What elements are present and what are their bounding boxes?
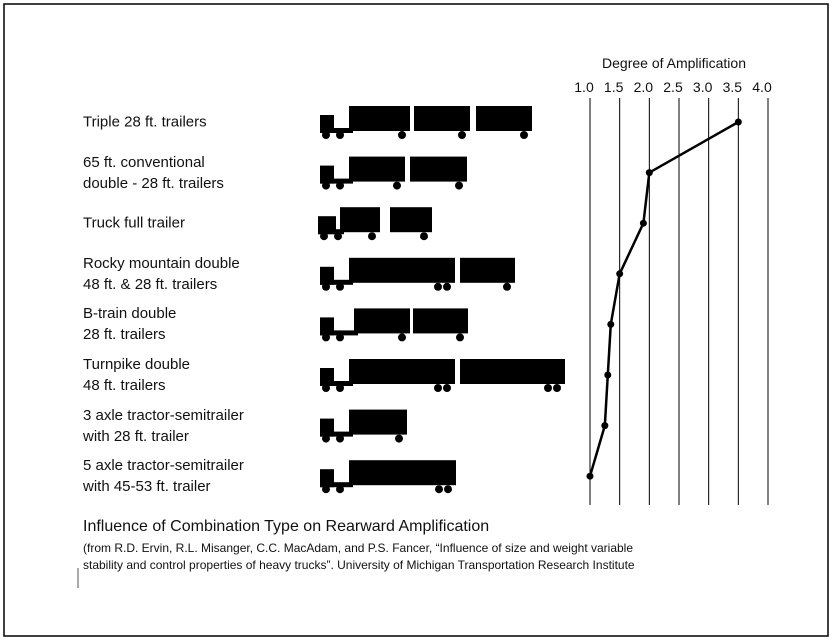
amplification-line bbox=[588, 120, 739, 477]
truck-trailer bbox=[414, 106, 470, 131]
truck-trailer bbox=[354, 308, 410, 334]
source-note: (from R.D. Ervin, R.L. Misanger, C.C. Ma… bbox=[83, 541, 635, 572]
truck-wheel bbox=[336, 384, 344, 392]
category-label: Turnpike double 48 ft. trailers bbox=[83, 356, 191, 394]
truck-wheel bbox=[393, 181, 401, 190]
frame bbox=[3, 3, 829, 637]
data-point bbox=[586, 472, 594, 480]
truck-wheel bbox=[395, 434, 403, 443]
data-point bbox=[616, 270, 624, 278]
truck-wheel bbox=[420, 232, 428, 241]
truck-chassis bbox=[320, 431, 353, 437]
truck-wheel bbox=[443, 282, 451, 291]
truck-wheel bbox=[322, 485, 330, 494]
x-tick-label: 1.0 bbox=[574, 79, 594, 95]
truck-wheel bbox=[322, 434, 330, 443]
truck-wheel bbox=[444, 485, 452, 494]
category-label: Rocky mountain double 48 ft. & 28 ft. tr… bbox=[83, 254, 240, 293]
truck-trailer bbox=[340, 207, 380, 233]
truck-wheel bbox=[520, 131, 528, 139]
truck-chassis bbox=[320, 128, 353, 133]
category-label: 5 axle tractor-semitrailer with 45-53 ft… bbox=[83, 457, 244, 496]
truck-trailer bbox=[349, 409, 407, 435]
category-label: 3 axle tractor-semitrailer with 28 ft. t… bbox=[83, 406, 244, 445]
category-label: 65 ft. conventional double - 28 ft. trai… bbox=[83, 153, 224, 192]
x-tick-label: 3.0 bbox=[693, 79, 713, 95]
truck-wheel bbox=[320, 232, 328, 241]
x-axis-label: Degree of Amplification bbox=[602, 55, 746, 71]
truck-wheel bbox=[322, 131, 330, 139]
truck-wheel bbox=[336, 131, 344, 139]
truck-wheel bbox=[322, 282, 330, 291]
truck-wheel bbox=[336, 181, 344, 190]
x-tick-label: 2.0 bbox=[634, 79, 654, 95]
data-point bbox=[604, 371, 612, 379]
truck-wheel bbox=[322, 181, 330, 190]
category-label: Triple 28 ft. trailers bbox=[83, 113, 207, 131]
truck-wheel bbox=[458, 131, 466, 139]
truck-wheel bbox=[334, 232, 342, 241]
data-point bbox=[601, 422, 609, 430]
truck-wheel bbox=[322, 333, 330, 342]
truck-trailer bbox=[460, 257, 515, 283]
truck-chassis bbox=[320, 178, 353, 184]
truck-trailer bbox=[349, 460, 456, 486]
truck-trailer bbox=[476, 106, 532, 131]
truck-wheel bbox=[336, 282, 344, 291]
truck-wheel bbox=[434, 282, 442, 291]
category-label: Truck full trailer bbox=[83, 214, 185, 232]
x-tick-label: 2.5 bbox=[663, 79, 683, 95]
truck-wheel bbox=[455, 181, 463, 190]
truck-wheel bbox=[398, 333, 406, 342]
truck-wheel bbox=[443, 384, 451, 392]
category-label: B-train double 28 ft. trailers bbox=[83, 305, 177, 344]
truck-trailer bbox=[413, 308, 468, 334]
data-point bbox=[645, 169, 653, 177]
truck-wheel bbox=[336, 485, 344, 494]
data-point bbox=[607, 320, 615, 328]
truck-wheel bbox=[434, 384, 442, 392]
truck-wheel bbox=[322, 384, 330, 392]
chart-title: Influence of Combination Type on Rearwar… bbox=[83, 518, 490, 535]
data-point bbox=[734, 118, 742, 126]
truck-wheel bbox=[336, 333, 344, 342]
x-tick-label: 3.5 bbox=[723, 79, 743, 95]
x-tick-label: 1.5 bbox=[604, 79, 624, 95]
truck-wheel bbox=[435, 485, 443, 494]
truck-wheel bbox=[456, 333, 464, 342]
truck-chassis bbox=[320, 330, 358, 336]
truck-chassis bbox=[320, 279, 353, 285]
truck-wheel bbox=[553, 384, 561, 392]
truck-trailer bbox=[390, 207, 432, 233]
truck-chassis bbox=[320, 482, 353, 488]
data-point bbox=[639, 219, 647, 227]
truck-wheel bbox=[398, 131, 406, 139]
truck-wheel bbox=[368, 232, 376, 241]
truck-wheel bbox=[544, 384, 552, 392]
x-tick-label: 4.0 bbox=[752, 79, 772, 95]
truck-chassis bbox=[320, 381, 353, 386]
truck-trailer bbox=[349, 257, 455, 283]
truck-chassis bbox=[318, 229, 344, 235]
truck-trailer bbox=[349, 359, 455, 384]
truck-wheel bbox=[503, 282, 511, 291]
truck-trailer bbox=[410, 156, 467, 182]
truck-trailer bbox=[349, 156, 405, 182]
truck-trailer bbox=[349, 106, 410, 131]
truck-trailer bbox=[460, 359, 565, 384]
truck-wheel bbox=[336, 434, 344, 443]
